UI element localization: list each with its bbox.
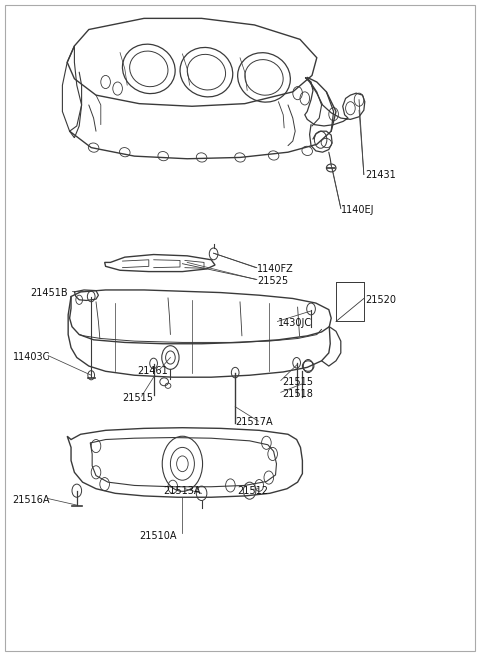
Text: 21518: 21518 (282, 388, 312, 399)
Text: 21516A: 21516A (12, 495, 49, 505)
Text: 21520: 21520 (365, 295, 396, 305)
Text: 21517A: 21517A (235, 417, 273, 428)
Text: 21451B: 21451B (30, 287, 67, 298)
Text: 1140EJ: 1140EJ (341, 205, 374, 215)
Text: 11403C: 11403C (13, 352, 51, 362)
Text: 21513A: 21513A (163, 485, 201, 496)
Text: 21461: 21461 (137, 365, 168, 376)
Text: 21525: 21525 (257, 276, 288, 286)
Text: 1140FZ: 1140FZ (257, 264, 294, 274)
Text: 21512: 21512 (238, 485, 269, 496)
Text: 21431: 21431 (365, 170, 396, 180)
Text: 21510A: 21510A (140, 531, 177, 541)
Text: 21515: 21515 (282, 377, 313, 387)
Text: 21515: 21515 (122, 392, 154, 403)
Text: 1430JC: 1430JC (278, 318, 312, 328)
